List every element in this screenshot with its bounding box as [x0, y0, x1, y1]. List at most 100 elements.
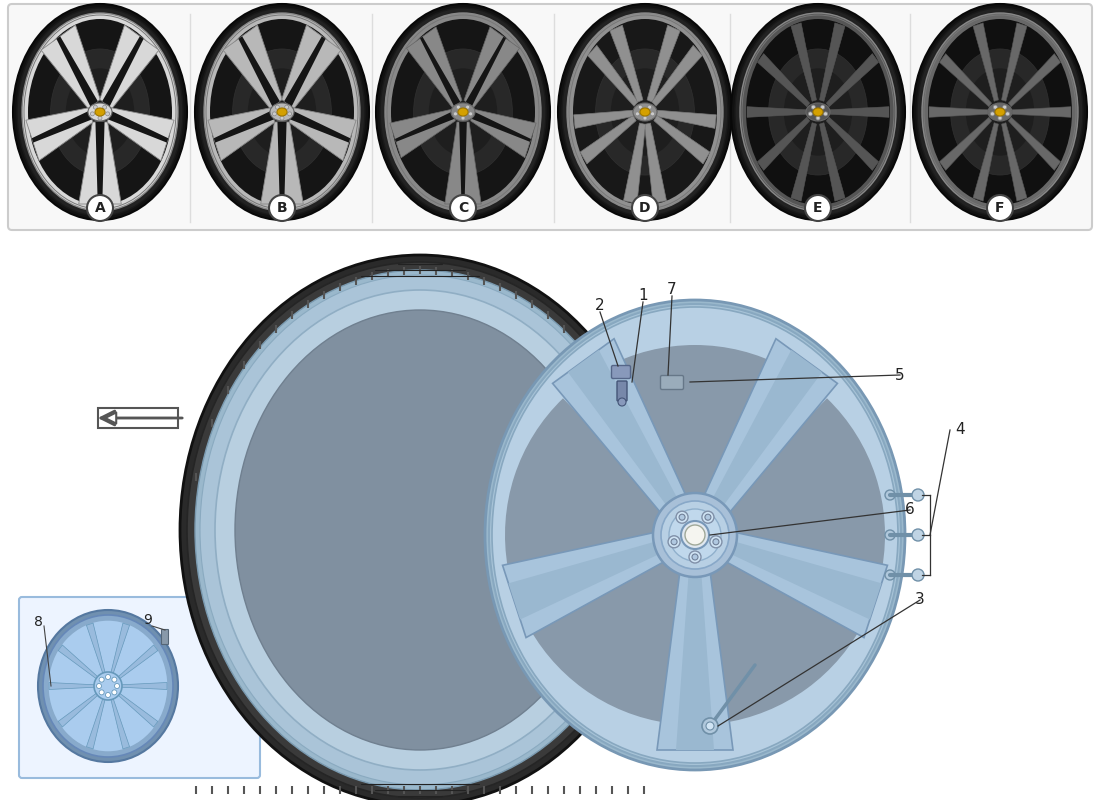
Circle shape	[805, 195, 830, 221]
Ellipse shape	[277, 108, 287, 116]
FancyBboxPatch shape	[19, 597, 260, 778]
Circle shape	[94, 105, 97, 109]
Ellipse shape	[195, 270, 645, 790]
Circle shape	[706, 722, 714, 730]
Ellipse shape	[740, 13, 896, 211]
Circle shape	[912, 569, 924, 581]
Polygon shape	[791, 122, 816, 201]
Ellipse shape	[806, 103, 830, 121]
Polygon shape	[758, 118, 810, 170]
Ellipse shape	[187, 262, 653, 798]
Circle shape	[644, 116, 647, 120]
Polygon shape	[56, 36, 98, 106]
Polygon shape	[930, 106, 988, 118]
Circle shape	[273, 112, 276, 116]
Circle shape	[671, 538, 678, 545]
Ellipse shape	[928, 19, 1072, 205]
Polygon shape	[277, 122, 287, 204]
Polygon shape	[707, 350, 822, 516]
Ellipse shape	[746, 19, 890, 205]
Polygon shape	[102, 36, 144, 106]
Polygon shape	[574, 110, 634, 129]
Polygon shape	[652, 46, 702, 106]
Polygon shape	[758, 54, 810, 106]
Circle shape	[998, 116, 1002, 120]
Polygon shape	[717, 530, 888, 638]
Circle shape	[808, 112, 813, 116]
Ellipse shape	[13, 4, 187, 220]
Ellipse shape	[769, 49, 868, 175]
Text: E: E	[813, 201, 823, 215]
Ellipse shape	[200, 275, 640, 785]
Text: 3: 3	[915, 593, 925, 607]
Ellipse shape	[180, 255, 660, 800]
Ellipse shape	[924, 15, 1076, 209]
Polygon shape	[830, 106, 889, 118]
Ellipse shape	[43, 615, 173, 757]
Circle shape	[275, 105, 279, 109]
Circle shape	[653, 493, 737, 577]
Polygon shape	[647, 25, 680, 102]
Polygon shape	[580, 115, 636, 164]
Text: a passion for parts since 1985: a passion for parts since 1985	[356, 482, 763, 638]
Polygon shape	[87, 694, 107, 749]
Polygon shape	[503, 530, 673, 638]
Polygon shape	[1009, 54, 1060, 106]
Circle shape	[710, 536, 722, 548]
Ellipse shape	[39, 610, 178, 762]
Circle shape	[669, 509, 720, 561]
Polygon shape	[820, 122, 845, 201]
Circle shape	[1005, 112, 1010, 116]
Circle shape	[824, 112, 827, 116]
Polygon shape	[50, 682, 99, 690]
Ellipse shape	[451, 103, 475, 121]
Ellipse shape	[414, 49, 513, 175]
Circle shape	[993, 105, 998, 109]
Polygon shape	[58, 690, 101, 727]
FancyBboxPatch shape	[162, 630, 168, 645]
Polygon shape	[465, 37, 506, 106]
Polygon shape	[471, 111, 531, 142]
Circle shape	[97, 683, 101, 689]
Polygon shape	[645, 123, 667, 203]
Polygon shape	[239, 36, 279, 106]
Circle shape	[912, 529, 924, 541]
Circle shape	[990, 112, 994, 116]
Ellipse shape	[732, 4, 905, 220]
Polygon shape	[657, 110, 716, 129]
Circle shape	[106, 112, 110, 116]
Polygon shape	[552, 338, 690, 521]
Ellipse shape	[210, 19, 354, 205]
Polygon shape	[624, 123, 646, 203]
Ellipse shape	[390, 19, 535, 205]
Ellipse shape	[195, 4, 368, 220]
Circle shape	[102, 105, 107, 109]
Circle shape	[618, 398, 626, 406]
Circle shape	[661, 501, 729, 569]
Polygon shape	[609, 25, 642, 102]
Ellipse shape	[429, 68, 497, 156]
Polygon shape	[114, 690, 157, 727]
Circle shape	[632, 195, 658, 221]
Wedge shape	[525, 535, 695, 723]
Polygon shape	[974, 122, 999, 201]
Ellipse shape	[270, 103, 294, 121]
Ellipse shape	[66, 68, 134, 156]
Circle shape	[114, 683, 120, 689]
Ellipse shape	[485, 300, 905, 770]
Ellipse shape	[16, 8, 183, 216]
Polygon shape	[32, 110, 92, 142]
Polygon shape	[791, 23, 816, 102]
Circle shape	[713, 538, 719, 545]
Text: D: D	[639, 201, 651, 215]
Polygon shape	[213, 110, 274, 142]
Circle shape	[821, 105, 825, 109]
Text: 6: 6	[905, 502, 915, 518]
Ellipse shape	[199, 8, 365, 216]
Ellipse shape	[632, 103, 657, 121]
Ellipse shape	[784, 68, 852, 156]
FancyBboxPatch shape	[612, 366, 630, 378]
Ellipse shape	[385, 13, 541, 211]
Circle shape	[668, 536, 680, 548]
Polygon shape	[110, 623, 130, 678]
